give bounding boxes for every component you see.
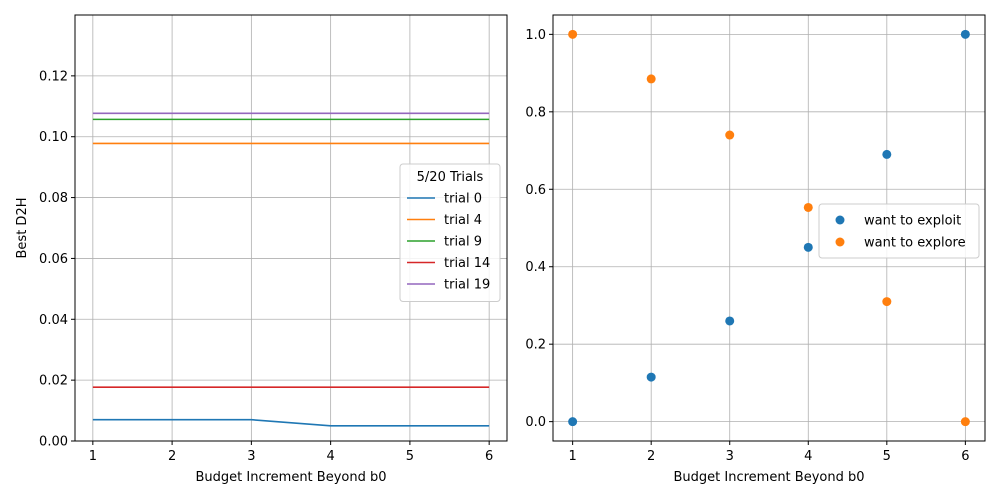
legend-entry: trial 19 [444, 278, 490, 293]
scatter-point-want-to-explore [646, 74, 656, 84]
left-chart: 1 2 3 4 5 6 0.00 0.02 0.04 0.06 0.08 0.10 0.12 Budge… [15, 14, 508, 485]
y-tick-label: 0.02 [39, 374, 68, 389]
x-tick-label: 4 [804, 449, 812, 464]
legend-entry: trial 4 [444, 213, 482, 228]
left-chart-x-axis-label: Budget Increment Beyond b0 [195, 470, 386, 485]
scatter-point-want-to-explore [803, 202, 813, 212]
x-tick-label: 5 [406, 449, 414, 464]
y-tick-label: 0.08 [39, 191, 68, 206]
x-tick-label: 5 [883, 449, 891, 464]
y-tick-label: 1.0 [525, 28, 546, 43]
legend-title: 5/20 Trials [417, 170, 484, 185]
scatter-point-want-to-explore [882, 297, 892, 307]
y-tick-label: 0.00 [39, 435, 68, 450]
legend-entry: want to exploit [864, 214, 961, 229]
series-line-trial-0 [92, 418, 490, 427]
y-tick-label: 0.0 [525, 415, 546, 430]
right-chart-x-axis-label: Budget Increment Beyond b0 [673, 470, 864, 485]
y-tick-label: 0.06 [39, 252, 68, 267]
left-chart-legend: 5/20 Trials trial 0 trial 4 trial 9 trial 14… [399, 163, 501, 302]
right-chart: 1 2 3 4 5 6 0.0 0.2 0.4 0.6 0.8 1.0 Budget Incremen… [525, 14, 986, 485]
x-tick-label: 4 [326, 449, 334, 464]
y-tick-label: 0.4 [525, 260, 546, 275]
left-chart-frame [74, 14, 508, 442]
x-tick-label: 2 [647, 449, 655, 464]
y-tick-label: 0.8 [525, 105, 546, 120]
x-tick-label: 3 [726, 449, 734, 464]
scatter-point-want-to-exploit [646, 372, 656, 382]
scatter-point-want-to-explore [568, 29, 578, 39]
legend-entry: trial 9 [444, 235, 482, 250]
x-tick-label: 2 [168, 449, 176, 464]
left-chart-ticks: 1 2 3 4 5 6 0.00 0.02 0.04 0.06 0.08 0.10 0.12 [39, 69, 493, 464]
y-tick-label: 0.04 [39, 313, 68, 328]
scatter-point-want-to-exploit [725, 316, 735, 326]
right-chart-frame [552, 14, 986, 442]
x-tick-label: 1 [568, 449, 576, 464]
x-tick-label: 6 [485, 449, 493, 464]
left-chart-series [92, 112, 490, 427]
scatter-point-want-to-explore [960, 417, 970, 427]
scatter-point-want-to-explore [725, 130, 735, 140]
legend-entry: trial 0 [444, 192, 482, 207]
right-chart-grid [553, 15, 985, 441]
legend-marker [835, 215, 845, 225]
left-chart-y-axis-label: Best D2H [15, 198, 30, 259]
scatter-point-want-to-exploit [882, 149, 892, 159]
right-chart-legend: want to exploit want to explore [818, 203, 980, 259]
y-tick-label: 0.10 [39, 130, 68, 145]
scatter-point-want-to-exploit [960, 29, 970, 39]
y-tick-label: 0.6 [525, 183, 546, 198]
legend-entry: trial 14 [444, 256, 490, 271]
legend-entry: want to explore [864, 236, 966, 251]
y-tick-label: 0.2 [525, 338, 546, 353]
y-tick-label: 0.12 [39, 69, 68, 84]
right-chart-ticks: 1 2 3 4 5 6 0.0 0.2 0.4 0.6 0.8 1.0 [525, 28, 969, 464]
x-tick-label: 3 [247, 449, 255, 464]
scatter-point-want-to-exploit [568, 417, 578, 427]
scatter-point-want-to-exploit [803, 242, 813, 252]
legend-box [818, 203, 980, 259]
right-chart-series [568, 29, 970, 427]
legend-marker [835, 237, 845, 247]
x-tick-label: 6 [961, 449, 969, 464]
x-tick-label: 1 [89, 449, 97, 464]
